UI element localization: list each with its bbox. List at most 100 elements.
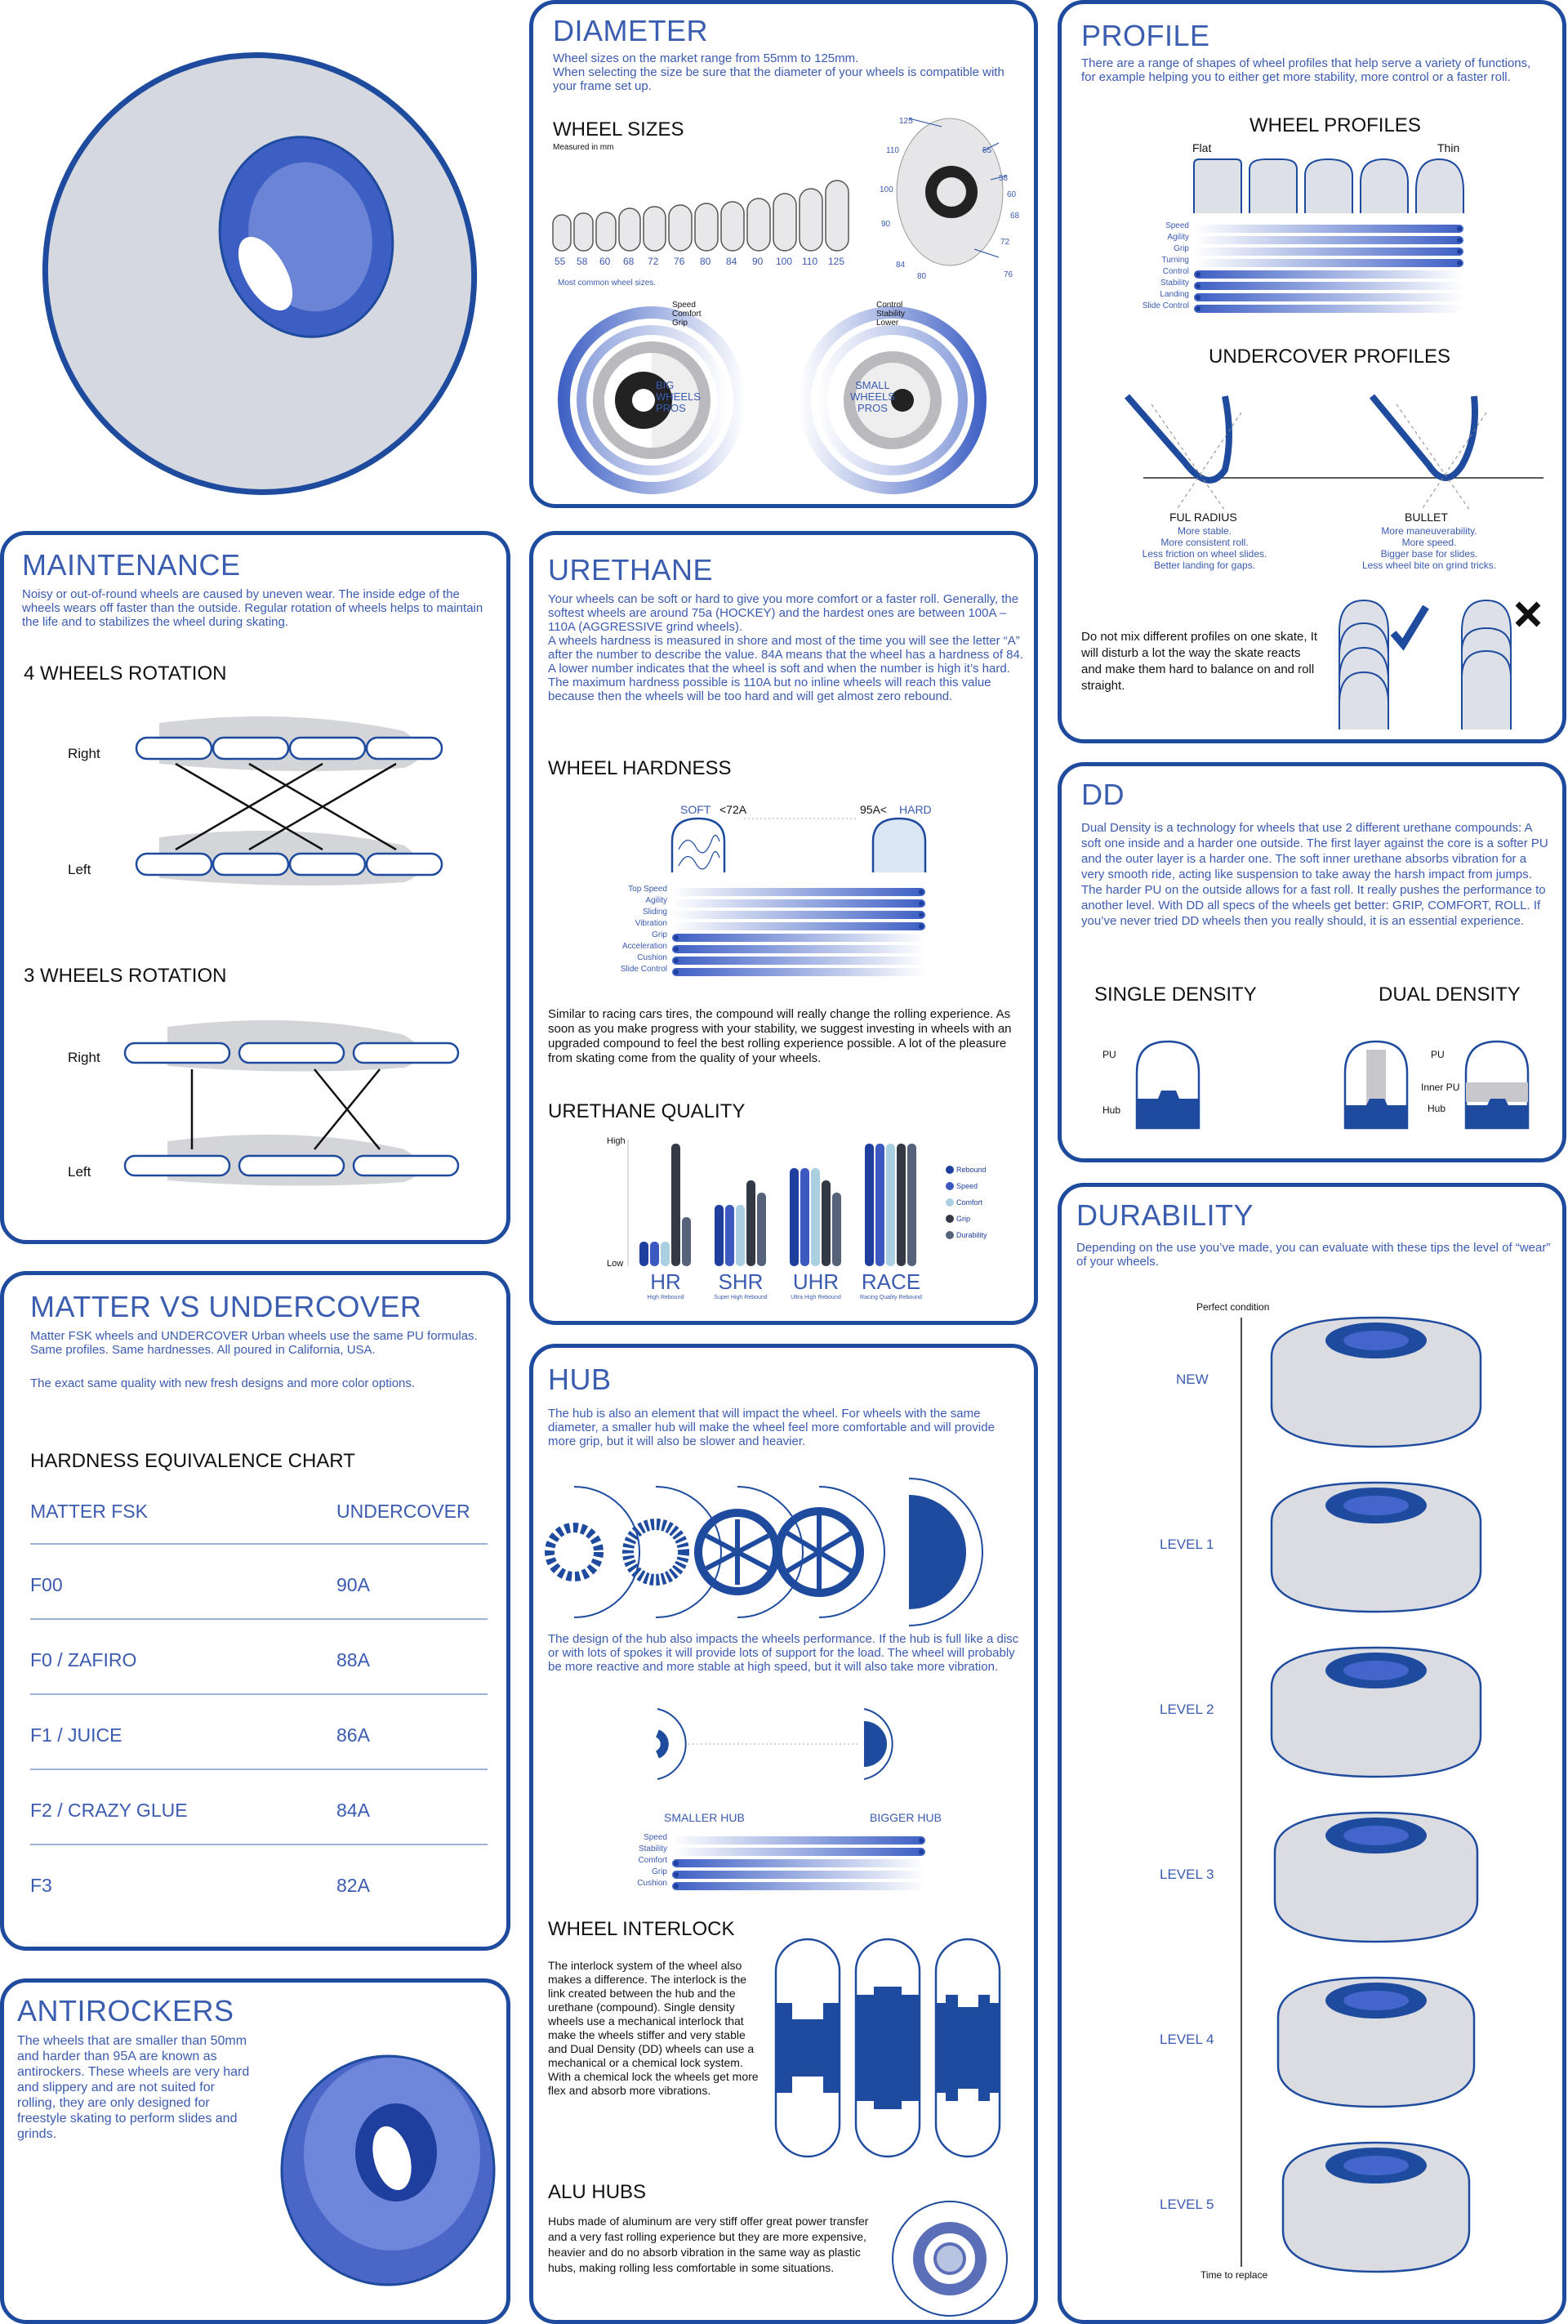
three-wheel-rotation-title: 3 WHEELS ROTATION	[24, 965, 227, 987]
callout-size: 68	[1010, 212, 1020, 221]
bar-uhr-rebound	[790, 1168, 799, 1266]
axis-low-label: Low	[607, 1259, 623, 1269]
spec-bar	[672, 968, 925, 976]
small-key-control: Control	[876, 301, 903, 310]
callout-size: 60	[1007, 190, 1017, 199]
smaller-hub-label: SMALLER HUB	[664, 1811, 745, 1824]
bar-label: Slide Control	[620, 965, 667, 974]
table-cell: F00	[30, 1574, 63, 1595]
spec-bar	[672, 888, 925, 896]
hardness-chart-title: HARDNESS EQUIVALENCE CHART	[30, 1450, 355, 1472]
category-subtitle: Ultra High Rebound	[791, 1295, 841, 1300]
category-label: UHR	[793, 1269, 839, 1294]
wheel-sizes-note: Measured in mm	[553, 143, 614, 152]
bar-race-grip	[897, 1144, 906, 1266]
callout-size: 72	[1000, 238, 1010, 247]
bar-label: Comfort	[638, 1856, 667, 1865]
wear-wheels-graphic	[1270, 1316, 1482, 2273]
size-label: 125	[828, 256, 845, 267]
size-label: 58	[577, 256, 588, 267]
hardness-bars	[672, 888, 925, 976]
urethane-panel: URETHANE Your wheels can be soft or hard…	[529, 531, 1038, 1325]
maintenance-text: Noisy or out-of-round wheels are caused …	[22, 587, 483, 629]
time-to-replace-label: Time to replace	[1200, 2269, 1268, 2281]
durability-title: DURABILITY	[1076, 1198, 1254, 1232]
bar-label: Stability	[638, 1844, 667, 1853]
hub-text-2: The design of the hub also impacts the w…	[548, 1632, 1019, 1674]
legend-swatch	[946, 1231, 954, 1239]
wheel-illustration	[42, 52, 478, 495]
common-sizes-note: Most common wheel sizes.	[558, 279, 657, 288]
dd-title: DD	[1081, 778, 1125, 811]
bar-label: Cushion	[637, 953, 667, 962]
ful-line: More consistent roll.	[1160, 537, 1249, 548]
dd-text: Dual Density is a technology for wheels …	[1081, 821, 1548, 928]
hardness-soft-value: <72A	[719, 803, 747, 816]
callout-size: 58	[999, 174, 1009, 183]
bar-uhr-grip	[822, 1180, 831, 1266]
matter-panel: MATTER VS UNDERCOVER Matter FSK wheels a…	[0, 1271, 510, 1951]
hub-types-graphic	[545, 1478, 983, 1626]
bar-label: Landing	[1160, 290, 1189, 299]
wheel-interlock-text: The interlock system of the wheel also m…	[548, 1959, 759, 2097]
size-label: 55	[555, 256, 566, 267]
level-label: LEVEL 4	[1160, 2032, 1214, 2047]
table-cell: F1 / JUICE	[30, 1724, 122, 1746]
ful-line: More stable.	[1177, 525, 1232, 537]
small-key-lower: Lower	[876, 319, 899, 328]
spec-bar	[1194, 305, 1463, 313]
level-label: LEVEL 5	[1160, 2197, 1214, 2212]
category-subtitle: Racing Quality Rebound	[860, 1295, 922, 1300]
bar-uhr-speed	[800, 1168, 809, 1266]
small-wheels-pros: SMALL WHEELS PROS	[850, 379, 895, 414]
big-wheels-pros: BIG WHEELS PROS	[656, 379, 701, 414]
wheel-callout	[896, 118, 1008, 266]
spec-bar-dot	[674, 970, 679, 975]
table-cell: 84A	[336, 1800, 370, 1821]
category-label: SHR	[719, 1269, 764, 1294]
size-label: 60	[599, 256, 611, 267]
spec-bar	[672, 922, 925, 930]
size-label: 100	[776, 256, 793, 267]
spec-bar	[672, 1882, 925, 1890]
spec-bar	[1194, 282, 1463, 290]
callout-size: 90	[881, 220, 891, 229]
spec-bar	[1194, 293, 1463, 301]
ful-line: Better landing for gaps.	[1153, 560, 1256, 571]
table-header-matter: MATTER FSK	[30, 1501, 148, 1522]
table-cell: 90A	[336, 1574, 370, 1595]
ful-radius-lines: More stable. More consistent roll. Less …	[1119, 525, 1290, 571]
urethane-text-2: Similar to racing cars tires, the compou…	[548, 1007, 1012, 1065]
spec-bar-dot	[919, 890, 924, 894]
bar-race-comfort	[886, 1144, 895, 1266]
spec-bar-dot	[1196, 272, 1200, 277]
bar-label: Agility	[645, 896, 667, 905]
callout-size: 76	[1004, 270, 1013, 279]
callout-size: 55	[982, 146, 992, 155]
legend-label: Comfort	[956, 1198, 983, 1207]
category-label: RACE	[862, 1269, 920, 1294]
spec-bar	[1194, 270, 1463, 279]
maintenance-panel: MAINTENANCE Noisy or out-of-round wheels…	[0, 531, 510, 1244]
three-right-label: Right	[68, 1050, 100, 1065]
wheel-callout-labels: 125 110 100 90 84 80 76 72 68 60 58 55	[876, 110, 1031, 281]
callout-size: 80	[917, 272, 927, 281]
legend-label: Rebound	[956, 1166, 987, 1174]
durability-axis	[1241, 1318, 1242, 2267]
maintenance-title: MAINTENANCE	[22, 548, 241, 582]
hub-text: The hub is also an element that will imp…	[548, 1407, 995, 1448]
legend-swatch	[946, 1215, 954, 1223]
bar-label: Control	[1162, 267, 1189, 276]
bar-shr-durability	[757, 1193, 766, 1266]
bar-label: Top Speed	[628, 885, 667, 894]
spec-bar	[1194, 259, 1463, 267]
alu-hubs-text: Hubs made of aluminum are very stiff off…	[548, 2215, 869, 2274]
bar-shr-speed	[725, 1205, 734, 1266]
spec-bar-dot	[674, 1861, 679, 1866]
profile-panel: PROFILE There are a range of shapes of w…	[1058, 0, 1566, 743]
dual-density-graphic	[1343, 1040, 1530, 1130]
bullet-title: BULLET	[1405, 511, 1448, 524]
spec-bar-dot	[674, 958, 679, 963]
bar-uhr-durability	[832, 1193, 841, 1266]
table-cell: F2 / CRAZY GLUE	[30, 1800, 188, 1821]
